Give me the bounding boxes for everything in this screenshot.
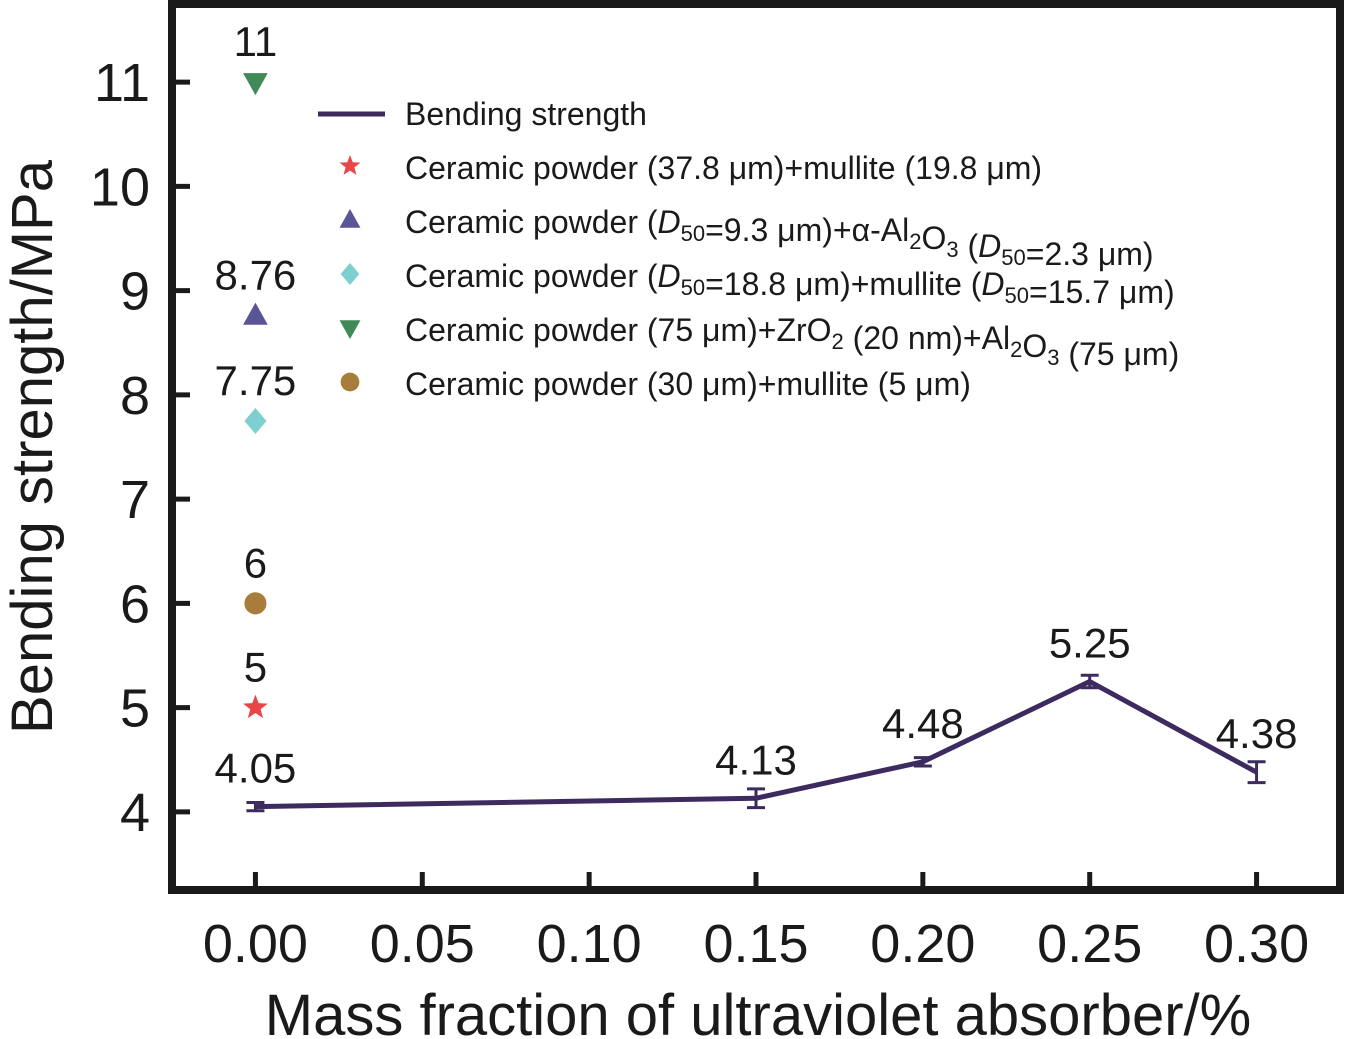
circle-marker <box>340 372 360 392</box>
legend-label: Ceramic powder (37.8 μm)+mullite (19.8 μ… <box>405 150 1042 186</box>
data-label: 4.05 <box>215 745 297 792</box>
x-tick-label: 0.05 <box>370 914 475 974</box>
x-axis-ticks: 0.00 0.05 0.10 0.15 0.20 0.25 0.30 <box>203 872 1309 974</box>
triangle-up-marker <box>339 209 361 228</box>
y-tick-label: 10 <box>90 157 150 217</box>
legend-item: Ceramic powder (D50=18.8 μm)+mullite (D5… <box>340 258 1175 310</box>
y-tick-label: 4 <box>120 783 150 843</box>
x-axis-title: Mass fraction of ultraviolet absorber/% <box>265 983 1251 1039</box>
y-tick-label: 7 <box>120 470 150 530</box>
circle-marker <box>244 592 267 615</box>
x-tick-label: 0.25 <box>1037 914 1142 974</box>
y-tick-label: 8 <box>120 366 150 426</box>
star-marker <box>243 694 268 719</box>
legend-label: Ceramic powder (D50=9.3 μm)+α-Al2O3 (D50… <box>405 204 1154 272</box>
legend: Bending strength Ceramic powder (37.8 μm)… <box>318 96 1179 402</box>
diamond-marker <box>244 407 267 434</box>
triangle-down-marker <box>339 320 361 339</box>
data-label: 7.75 <box>215 357 297 404</box>
diamond-marker <box>340 263 360 285</box>
data-label: 11 <box>234 18 278 65</box>
legend-item: Ceramic powder (30 μm)+mullite (5 μm) <box>340 366 971 402</box>
y-axis-ticks: 4 5 6 7 8 9 10 11 <box>90 53 190 843</box>
x-tick-label: 0.00 <box>203 914 308 974</box>
x-tick-label: 0.30 <box>1204 914 1309 974</box>
star-marker <box>339 155 361 175</box>
y-axis-title: Bending strength/MPa <box>0 159 65 734</box>
data-label: 5 <box>244 644 267 691</box>
data-label: 6 <box>244 539 267 586</box>
y-tick-label: 9 <box>120 262 150 322</box>
legend-label: Ceramic powder (30 μm)+mullite (5 μm) <box>405 366 971 402</box>
legend-label: Ceramic powder (D50=18.8 μm)+mullite (D5… <box>405 258 1175 310</box>
data-label: 8.76 <box>215 252 297 299</box>
data-label: 4.38 <box>1216 710 1298 757</box>
data-label: 4.48 <box>882 700 964 747</box>
series-layer <box>243 73 1266 813</box>
legend-item: Ceramic powder (D50=9.3 μm)+α-Al2O3 (D50… <box>339 204 1154 272</box>
y-tick-label: 5 <box>120 679 150 739</box>
y-tick-label: 6 <box>120 574 150 634</box>
y-tick-label: 11 <box>94 53 150 113</box>
legend-label: Ceramic powder (75 μm)+ZrO2 (20 nm)+Al2O… <box>405 312 1179 372</box>
x-tick-label: 0.20 <box>870 914 975 974</box>
legend-item: Bending strength <box>318 96 647 132</box>
triangle-up-marker <box>243 302 268 325</box>
triangle-down-marker <box>243 73 268 96</box>
data-label: 5.25 <box>1049 620 1131 667</box>
legend-item: Ceramic powder (37.8 μm)+mullite (19.8 μ… <box>339 150 1042 186</box>
data-label: 4.13 <box>715 736 797 783</box>
x-tick-label: 0.15 <box>703 914 808 974</box>
x-tick-label: 0.10 <box>537 914 642 974</box>
legend-label: Bending strength <box>405 96 647 132</box>
data-labels: 4.05 4.13 4.48 5.25 4.38 5 8.76 7.75 11 6 <box>215 18 1298 791</box>
legend-item: Ceramic powder (75 μm)+ZrO2 (20 nm)+Al2O… <box>339 312 1179 372</box>
